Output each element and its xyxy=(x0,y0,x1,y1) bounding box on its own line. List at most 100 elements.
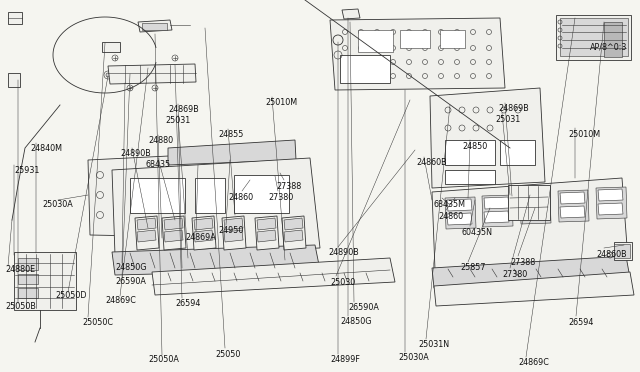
Polygon shape xyxy=(558,190,589,222)
Polygon shape xyxy=(137,230,156,242)
Text: 25857: 25857 xyxy=(460,263,486,272)
Polygon shape xyxy=(165,175,200,203)
Text: 24880: 24880 xyxy=(148,136,173,145)
Polygon shape xyxy=(340,55,390,83)
Text: 24860: 24860 xyxy=(438,212,463,221)
Polygon shape xyxy=(152,258,395,295)
Polygon shape xyxy=(135,216,159,250)
Polygon shape xyxy=(500,140,535,165)
Polygon shape xyxy=(164,230,183,242)
Polygon shape xyxy=(447,213,472,225)
Text: 24869C: 24869C xyxy=(518,358,549,367)
Text: 25031: 25031 xyxy=(495,115,520,124)
Polygon shape xyxy=(224,230,243,242)
Polygon shape xyxy=(330,18,505,90)
Polygon shape xyxy=(257,230,276,242)
Polygon shape xyxy=(432,256,630,288)
Polygon shape xyxy=(112,158,320,255)
Text: 24860: 24860 xyxy=(228,193,253,202)
Text: 25050A: 25050A xyxy=(148,355,179,364)
Polygon shape xyxy=(194,218,213,230)
Polygon shape xyxy=(18,288,38,298)
Polygon shape xyxy=(8,73,20,87)
Polygon shape xyxy=(8,12,22,24)
Polygon shape xyxy=(194,230,213,242)
Polygon shape xyxy=(284,218,303,230)
Text: 24855: 24855 xyxy=(218,130,243,139)
Text: 25050: 25050 xyxy=(215,350,241,359)
Polygon shape xyxy=(598,203,623,215)
Polygon shape xyxy=(137,218,156,230)
Polygon shape xyxy=(195,178,225,213)
Polygon shape xyxy=(445,170,495,184)
Circle shape xyxy=(106,73,110,77)
Text: 26594: 26594 xyxy=(175,299,200,308)
Polygon shape xyxy=(255,216,279,250)
Polygon shape xyxy=(142,23,167,30)
Polygon shape xyxy=(482,195,513,227)
Polygon shape xyxy=(596,187,627,219)
Polygon shape xyxy=(164,218,183,230)
Text: 27388: 27388 xyxy=(276,182,301,191)
Polygon shape xyxy=(358,30,393,52)
Polygon shape xyxy=(432,178,628,270)
Polygon shape xyxy=(18,274,38,284)
Polygon shape xyxy=(284,230,303,242)
Polygon shape xyxy=(614,242,632,260)
Text: 24869B: 24869B xyxy=(168,105,199,114)
Polygon shape xyxy=(604,22,622,57)
Polygon shape xyxy=(560,18,628,56)
Text: 27380: 27380 xyxy=(268,193,293,202)
Text: 25010M: 25010M xyxy=(568,130,600,139)
Polygon shape xyxy=(138,20,172,32)
Text: 25931: 25931 xyxy=(14,166,40,175)
Text: AP/8^0:3: AP/8^0:3 xyxy=(590,42,627,51)
Polygon shape xyxy=(484,197,509,209)
Polygon shape xyxy=(108,64,196,84)
Polygon shape xyxy=(222,216,246,250)
Polygon shape xyxy=(168,140,296,165)
Text: 24850: 24850 xyxy=(462,142,487,151)
Polygon shape xyxy=(560,206,585,218)
Polygon shape xyxy=(440,30,465,48)
Polygon shape xyxy=(14,252,76,310)
Polygon shape xyxy=(88,150,296,238)
Polygon shape xyxy=(598,189,623,201)
Polygon shape xyxy=(234,175,289,213)
Text: 27388: 27388 xyxy=(510,258,535,267)
Text: 68435: 68435 xyxy=(145,160,170,169)
Polygon shape xyxy=(508,185,550,220)
Text: 24850G: 24850G xyxy=(115,263,147,272)
Text: 24869B: 24869B xyxy=(498,104,529,113)
Polygon shape xyxy=(102,42,120,52)
Polygon shape xyxy=(484,211,509,223)
Text: 24950: 24950 xyxy=(218,226,243,235)
Text: 25030A: 25030A xyxy=(398,353,429,362)
Polygon shape xyxy=(445,197,476,229)
Text: 24890B: 24890B xyxy=(328,248,359,257)
Polygon shape xyxy=(522,208,547,220)
Polygon shape xyxy=(447,199,472,211)
Text: 24880E: 24880E xyxy=(5,265,35,274)
Text: 60435N: 60435N xyxy=(462,228,493,237)
Text: 24850G: 24850G xyxy=(340,317,371,326)
Polygon shape xyxy=(257,218,276,230)
Polygon shape xyxy=(130,178,185,213)
Polygon shape xyxy=(252,178,282,202)
Text: 27380: 27380 xyxy=(502,270,527,279)
Polygon shape xyxy=(400,30,430,48)
Text: 24890B: 24890B xyxy=(120,149,151,158)
Polygon shape xyxy=(560,192,585,204)
Polygon shape xyxy=(614,244,630,258)
Polygon shape xyxy=(445,140,495,165)
Text: 25030: 25030 xyxy=(330,278,355,287)
Polygon shape xyxy=(224,218,243,230)
Polygon shape xyxy=(112,245,320,275)
Polygon shape xyxy=(282,216,306,250)
Text: 24899F: 24899F xyxy=(330,355,360,364)
Text: 26594: 26594 xyxy=(568,318,593,327)
Text: 25031: 25031 xyxy=(165,116,190,125)
Polygon shape xyxy=(520,192,551,224)
Text: 24869C: 24869C xyxy=(105,296,136,305)
Polygon shape xyxy=(522,194,547,206)
